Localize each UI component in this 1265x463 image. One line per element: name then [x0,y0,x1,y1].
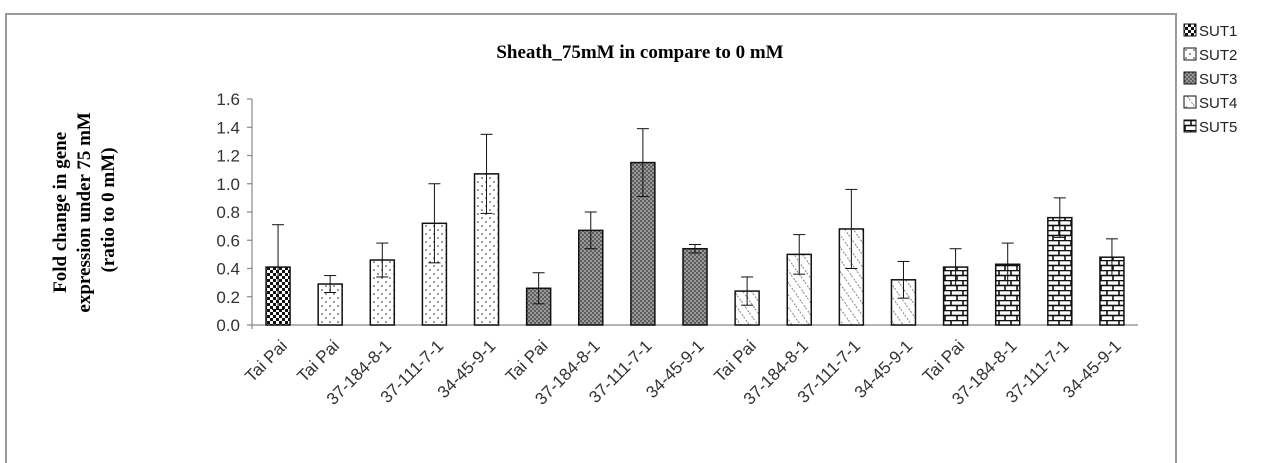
y-axis-label-line-3: (ratio to 0 mM) [98,147,119,272]
bar [1099,256,1125,326]
y-tick-label: 1.2 [216,147,240,166]
legend-swatch [1183,23,1197,37]
y-axis-label-line-2: expression under 75 mM [74,112,95,312]
legend-label: SUT3 [1199,71,1237,88]
x-tick-label: Tai Pai [293,336,343,386]
y-tick-label: 0.6 [216,231,240,250]
bar [682,247,708,326]
y-axis-label: Fold change in gene expression under 75 … [50,107,119,312]
legend-label: SUT1 [1199,23,1237,40]
x-tick-label: Tai Pai [919,336,969,386]
legend-label: SUT2 [1199,47,1237,64]
y-tick-label: 0.0 [216,316,240,335]
legend-label: SUT4 [1199,95,1237,112]
y-tick-label: 1.0 [216,175,240,194]
y-axis-label-line-1: Fold change in gene [50,132,71,293]
chart-title: Sheath_75mM in compare to 0 mM [496,42,783,63]
y-tick-label: 1.4 [216,118,240,137]
y-tick-label: 0.2 [216,288,240,307]
x-tick-label: Tai Pai [710,336,760,386]
x-tick-label: Tai Pai [502,336,552,386]
legend-label: SUT5 [1199,119,1237,136]
x-tick-label: Tai Pai [241,336,291,386]
legend-swatch [1183,47,1197,61]
y-tick-label: 1.6 [216,90,240,109]
y-tick-label: 0.4 [216,260,240,279]
y-tick-label: 0.8 [216,203,240,222]
legend-swatch [1183,95,1197,109]
chart-frame [5,13,1177,463]
legend-swatch [1183,71,1197,85]
legend-swatch [1183,119,1197,133]
